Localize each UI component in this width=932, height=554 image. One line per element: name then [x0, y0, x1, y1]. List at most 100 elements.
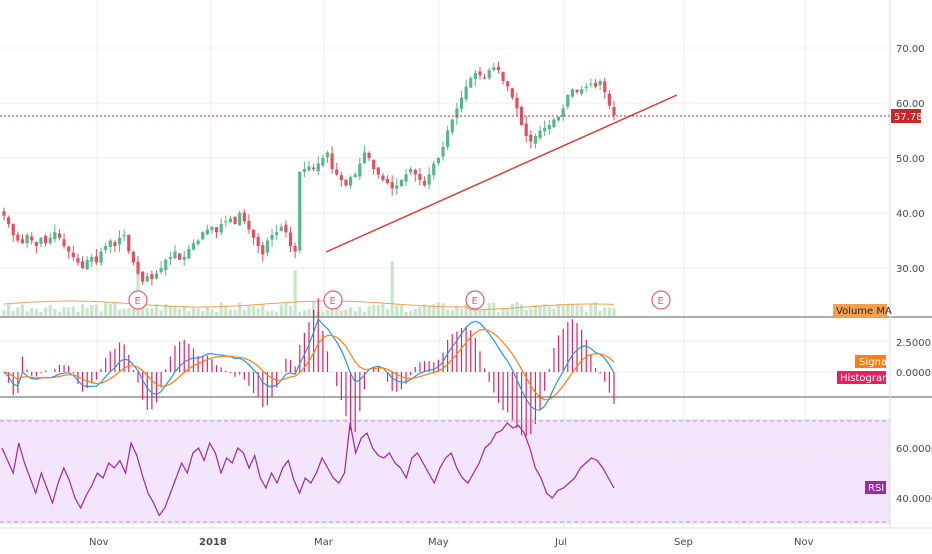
candle-body — [459, 97, 464, 109]
time-tick: Jul — [554, 537, 567, 548]
volume-bar — [25, 311, 29, 316]
volume-bar — [205, 306, 209, 316]
macd-legend: Signal Histogram — [837, 355, 892, 384]
candle-body — [584, 86, 588, 88]
candle-body — [80, 261, 85, 268]
candle-body — [358, 163, 362, 177]
volume-bar — [432, 304, 436, 316]
candle-body — [233, 216, 237, 224]
volume-bar — [168, 306, 172, 316]
candle-body — [57, 233, 62, 238]
candle-body — [598, 81, 602, 86]
candle-body — [94, 256, 99, 263]
macd-axis[interactable]: 2.5000 0.0000 — [896, 338, 931, 379]
volume-bar — [404, 311, 408, 316]
candle-body — [141, 271, 145, 282]
candle-body — [385, 178, 390, 183]
volume-bar — [612, 308, 616, 316]
volume-bar — [580, 306, 584, 316]
price-axis[interactable]: 70.00 60.00 50.00 40.00 30.00 — [896, 44, 925, 275]
volume-bar — [16, 307, 20, 316]
volume-bar — [191, 307, 196, 316]
volume-bar — [515, 302, 519, 316]
volume-bar — [182, 305, 186, 316]
histogram-badge-bg — [837, 371, 886, 384]
candle-body — [612, 106, 616, 116]
volume-bar — [603, 307, 607, 316]
candle-body — [325, 152, 330, 158]
volume-ma-legend-label: Volume MA — [836, 306, 892, 317]
candle-body — [85, 259, 89, 270]
candle-body — [256, 237, 260, 246]
volume-bar — [242, 309, 246, 316]
volume-bar — [538, 306, 542, 316]
candle-body — [589, 83, 593, 85]
volume-bar — [510, 303, 514, 316]
volume-bar — [459, 309, 464, 316]
volume-bar — [376, 305, 380, 316]
candle-body — [469, 78, 473, 88]
volume-bar — [53, 308, 57, 316]
candle-body — [339, 175, 343, 180]
price-tick: 60.00 — [896, 99, 925, 110]
volume-bar — [43, 307, 48, 316]
candle-body — [238, 213, 242, 226]
volume-bar — [353, 311, 357, 316]
volume-bar — [210, 309, 214, 316]
rsi-line — [1, 422, 615, 517]
volume-bar — [127, 308, 131, 316]
volume-bar — [584, 311, 588, 316]
volume-bar — [201, 311, 205, 316]
candle-body — [561, 108, 565, 117]
volume-bar — [39, 311, 43, 316]
volume-bar — [335, 305, 339, 316]
volume-ma-badge-bg — [833, 304, 887, 317]
time-axis[interactable]: Nov 2018 Mar May Jul Sep Nov — [89, 537, 814, 548]
time-tick: Nov — [89, 537, 109, 548]
candle-body — [432, 163, 436, 176]
current-price-badge: 57.78 — [891, 109, 923, 123]
candle-body — [164, 259, 168, 271]
support-trendline[interactable] — [325, 94, 678, 253]
earnings-marker-label: E — [658, 296, 664, 307]
candle-body — [483, 77, 487, 79]
candle-body — [196, 240, 200, 244]
volume-bar — [145, 307, 149, 316]
volume-bar — [556, 303, 561, 316]
earnings-marker — [651, 290, 671, 310]
time-tick: Nov — [794, 537, 814, 548]
volume-bar — [450, 310, 454, 316]
candle-body — [53, 232, 57, 240]
macd-tick: 2.5000 — [896, 338, 931, 349]
volume-bar — [473, 308, 477, 316]
volume-bar — [11, 310, 15, 316]
volume-bar — [104, 302, 108, 316]
volume-bar — [446, 309, 450, 316]
earnings-marker — [323, 290, 343, 310]
time-tick: 2018 — [199, 537, 227, 548]
volume-bar — [62, 307, 66, 316]
candle-body — [413, 169, 417, 175]
candle-body — [205, 229, 209, 235]
rsi-axis[interactable]: 60.0000 40.0000 — [896, 444, 932, 505]
candle-body — [422, 180, 427, 186]
volume-bar — [279, 304, 283, 316]
candle-body — [556, 116, 561, 121]
candle-body — [496, 66, 501, 70]
volume-bar — [57, 311, 62, 316]
price-tick: 30.00 — [896, 264, 925, 275]
candle-body — [145, 276, 149, 282]
volume-bar — [154, 304, 159, 316]
volume-bar — [228, 309, 233, 316]
volume-bar — [302, 310, 306, 316]
candle-body — [381, 175, 385, 180]
candle-body — [376, 167, 380, 175]
candle-body — [127, 234, 131, 252]
candle-body — [43, 235, 48, 244]
volume-bar — [178, 308, 182, 316]
candle-body — [108, 240, 112, 248]
candle-body — [570, 89, 575, 97]
volume-bar — [533, 304, 538, 316]
rsi-band-fill — [0, 419, 890, 524]
